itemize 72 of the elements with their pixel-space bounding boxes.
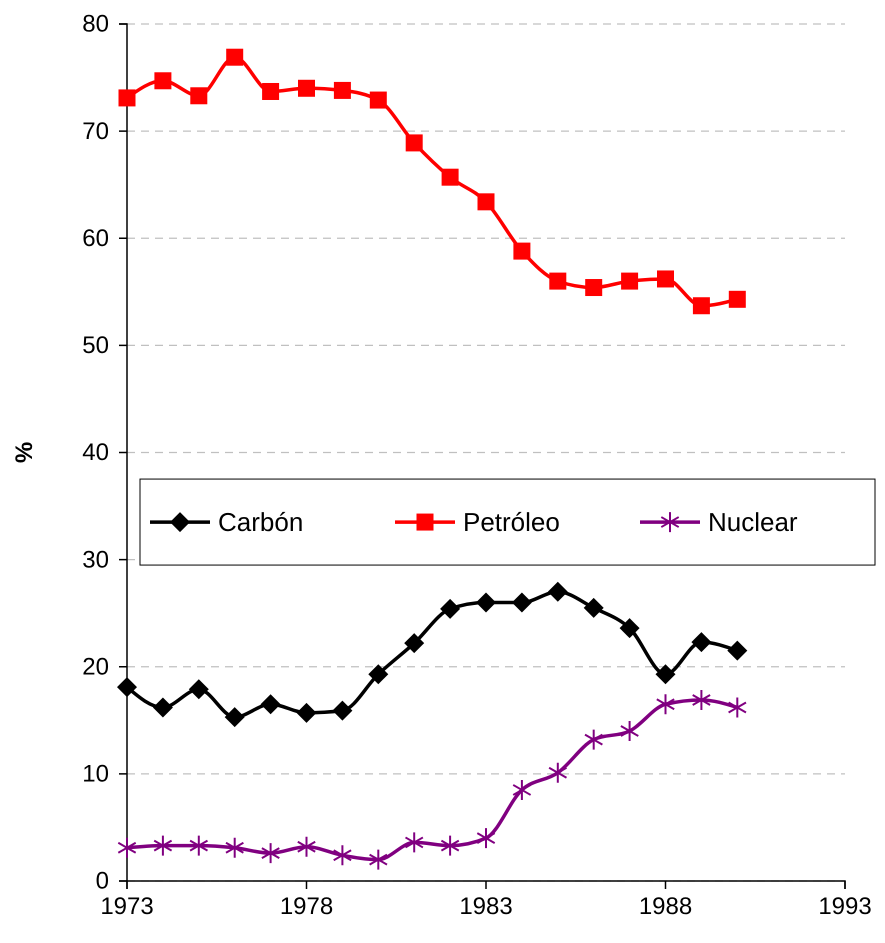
point — [118, 89, 136, 106]
y-tick-label: 80 — [82, 10, 109, 38]
point — [188, 679, 209, 700]
point — [440, 834, 460, 857]
point — [332, 700, 352, 721]
point — [117, 677, 137, 698]
point — [549, 272, 566, 290]
point — [153, 834, 173, 857]
point — [548, 582, 568, 602]
point — [368, 848, 388, 871]
point — [692, 297, 710, 314]
point — [656, 693, 676, 716]
point — [728, 696, 747, 718]
point — [225, 836, 244, 859]
point — [117, 836, 137, 859]
point — [620, 618, 640, 638]
point — [476, 592, 496, 612]
point — [296, 702, 316, 723]
x-tick-label: 1988 — [638, 893, 692, 920]
legend-label: Nuclear — [708, 507, 798, 538]
point — [226, 48, 244, 66]
legend-label: Carbón — [218, 507, 304, 538]
point — [440, 598, 460, 619]
point — [262, 82, 280, 100]
y-tick-label: 10 — [82, 760, 109, 788]
point — [332, 844, 352, 866]
y-tick-label: 70 — [82, 118, 109, 145]
legend-label: Petróleo — [463, 507, 560, 538]
point — [476, 827, 496, 850]
point — [512, 778, 532, 801]
point — [620, 720, 640, 742]
point — [404, 831, 424, 854]
point — [406, 134, 423, 152]
point — [656, 664, 676, 684]
y-tick-label: 20 — [82, 653, 109, 680]
point — [657, 270, 674, 288]
point — [368, 664, 388, 684]
point — [190, 87, 208, 104]
y-axis-title: % — [11, 442, 38, 464]
point — [296, 836, 316, 858]
point — [370, 92, 387, 109]
y-tick-label: 0 — [96, 868, 109, 895]
y-tick-label: 60 — [82, 224, 109, 252]
point — [442, 168, 459, 186]
y-tick-label: 50 — [82, 332, 109, 360]
point — [548, 762, 568, 784]
point — [584, 598, 604, 618]
x-tick-label: 1973 — [100, 893, 154, 920]
y-tick-label: 30 — [82, 546, 109, 574]
point — [512, 592, 532, 612]
y-tick-label: 40 — [82, 439, 109, 466]
point — [260, 842, 280, 864]
point — [692, 688, 712, 711]
point — [404, 633, 424, 654]
point — [728, 290, 746, 308]
point — [154, 72, 172, 90]
x-tick-label: 1983 — [459, 893, 513, 920]
point — [691, 632, 712, 652]
point — [152, 697, 173, 718]
point — [334, 82, 351, 99]
point — [585, 279, 602, 296]
point — [727, 640, 748, 661]
point — [189, 834, 208, 857]
x-tick-label: 1993 — [818, 893, 872, 920]
point — [260, 694, 281, 714]
x-tick-label: 1978 — [280, 893, 334, 920]
point — [621, 272, 638, 290]
point — [224, 707, 245, 728]
point — [298, 80, 315, 97]
point — [513, 242, 530, 260]
point — [584, 728, 604, 751]
point — [478, 193, 494, 210]
